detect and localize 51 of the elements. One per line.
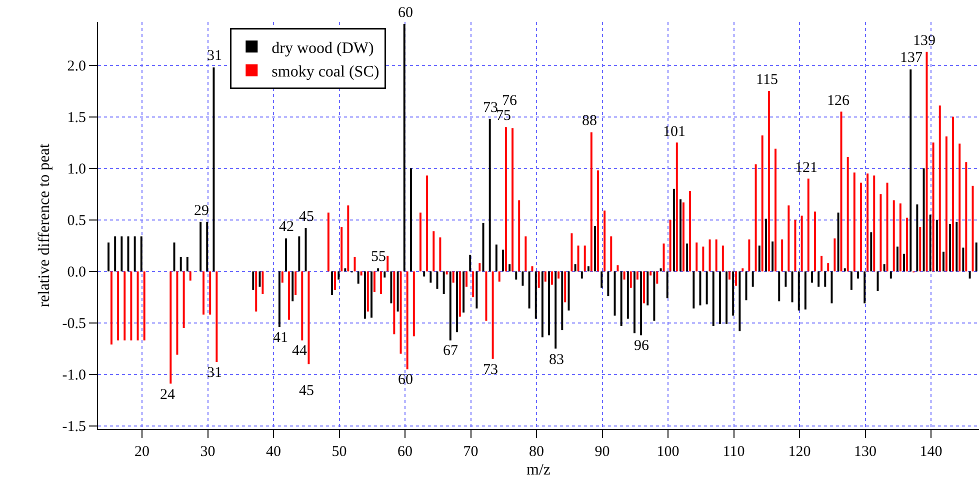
- annotation: 42: [279, 219, 294, 235]
- annotation: 115: [756, 72, 778, 88]
- x-tick-label: 50: [332, 444, 347, 460]
- x-tick-label: 20: [134, 444, 150, 460]
- x-tick-label: 70: [463, 444, 478, 460]
- y-tick-label: 2.0: [67, 58, 86, 75]
- annotation: 88: [582, 113, 597, 129]
- legend-label: dry wood (DW): [272, 40, 374, 57]
- y-tick-label: -1.0: [62, 368, 86, 384]
- annotation: 55: [371, 249, 386, 265]
- y-tick-label: 1.5: [67, 110, 86, 126]
- x-tick-label: 60: [398, 444, 413, 460]
- annotation: 137: [900, 50, 923, 66]
- annotation: 29: [194, 203, 209, 219]
- annotation: 24: [160, 387, 176, 403]
- legend-label: smoky coal (SC): [272, 64, 380, 81]
- x-tick-label: 80: [529, 444, 544, 460]
- x-tick-label: 140: [920, 444, 942, 460]
- annotation: 73: [483, 100, 498, 116]
- annotation: 126: [827, 93, 850, 109]
- x-tick-label: 100: [656, 444, 680, 460]
- x-tick-label: 120: [788, 444, 811, 460]
- x-axis-title: m/z: [526, 462, 550, 479]
- y-tick-label: -0.5: [62, 316, 86, 332]
- x-tick-label: 30: [200, 444, 216, 460]
- y-tick-label: 1.0: [67, 162, 86, 178]
- x-tick-label: 130: [854, 444, 877, 460]
- annotation: 45: [299, 383, 314, 399]
- annotation: 75: [496, 108, 511, 124]
- annotation: 73: [483, 362, 498, 378]
- annotation: 41: [273, 330, 288, 346]
- annotation: 67: [443, 343, 458, 359]
- annotation: 76: [502, 93, 518, 109]
- y-axis-title: relative difference to peat: [36, 143, 54, 308]
- annotation: 31: [207, 48, 222, 64]
- annotation: 31: [207, 365, 222, 381]
- annotation: 60: [398, 5, 413, 21]
- x-tick-label: 40: [266, 444, 282, 460]
- y-tick-label: 0.5: [67, 213, 86, 230]
- annotation: 45: [299, 209, 314, 225]
- y-tick-label: 0.0: [67, 264, 86, 281]
- annotation: 121: [795, 160, 818, 176]
- annotation: 60: [398, 372, 413, 388]
- annotation: 44: [292, 343, 308, 359]
- x-tick-label: 110: [722, 444, 745, 460]
- annotation: 83: [549, 352, 564, 368]
- y-tick-label: -1.5: [62, 419, 86, 436]
- annotation: 101: [663, 124, 686, 140]
- x-tick-label: 90: [594, 444, 610, 460]
- annotation: 96: [634, 338, 650, 354]
- annotation: 139: [913, 33, 936, 49]
